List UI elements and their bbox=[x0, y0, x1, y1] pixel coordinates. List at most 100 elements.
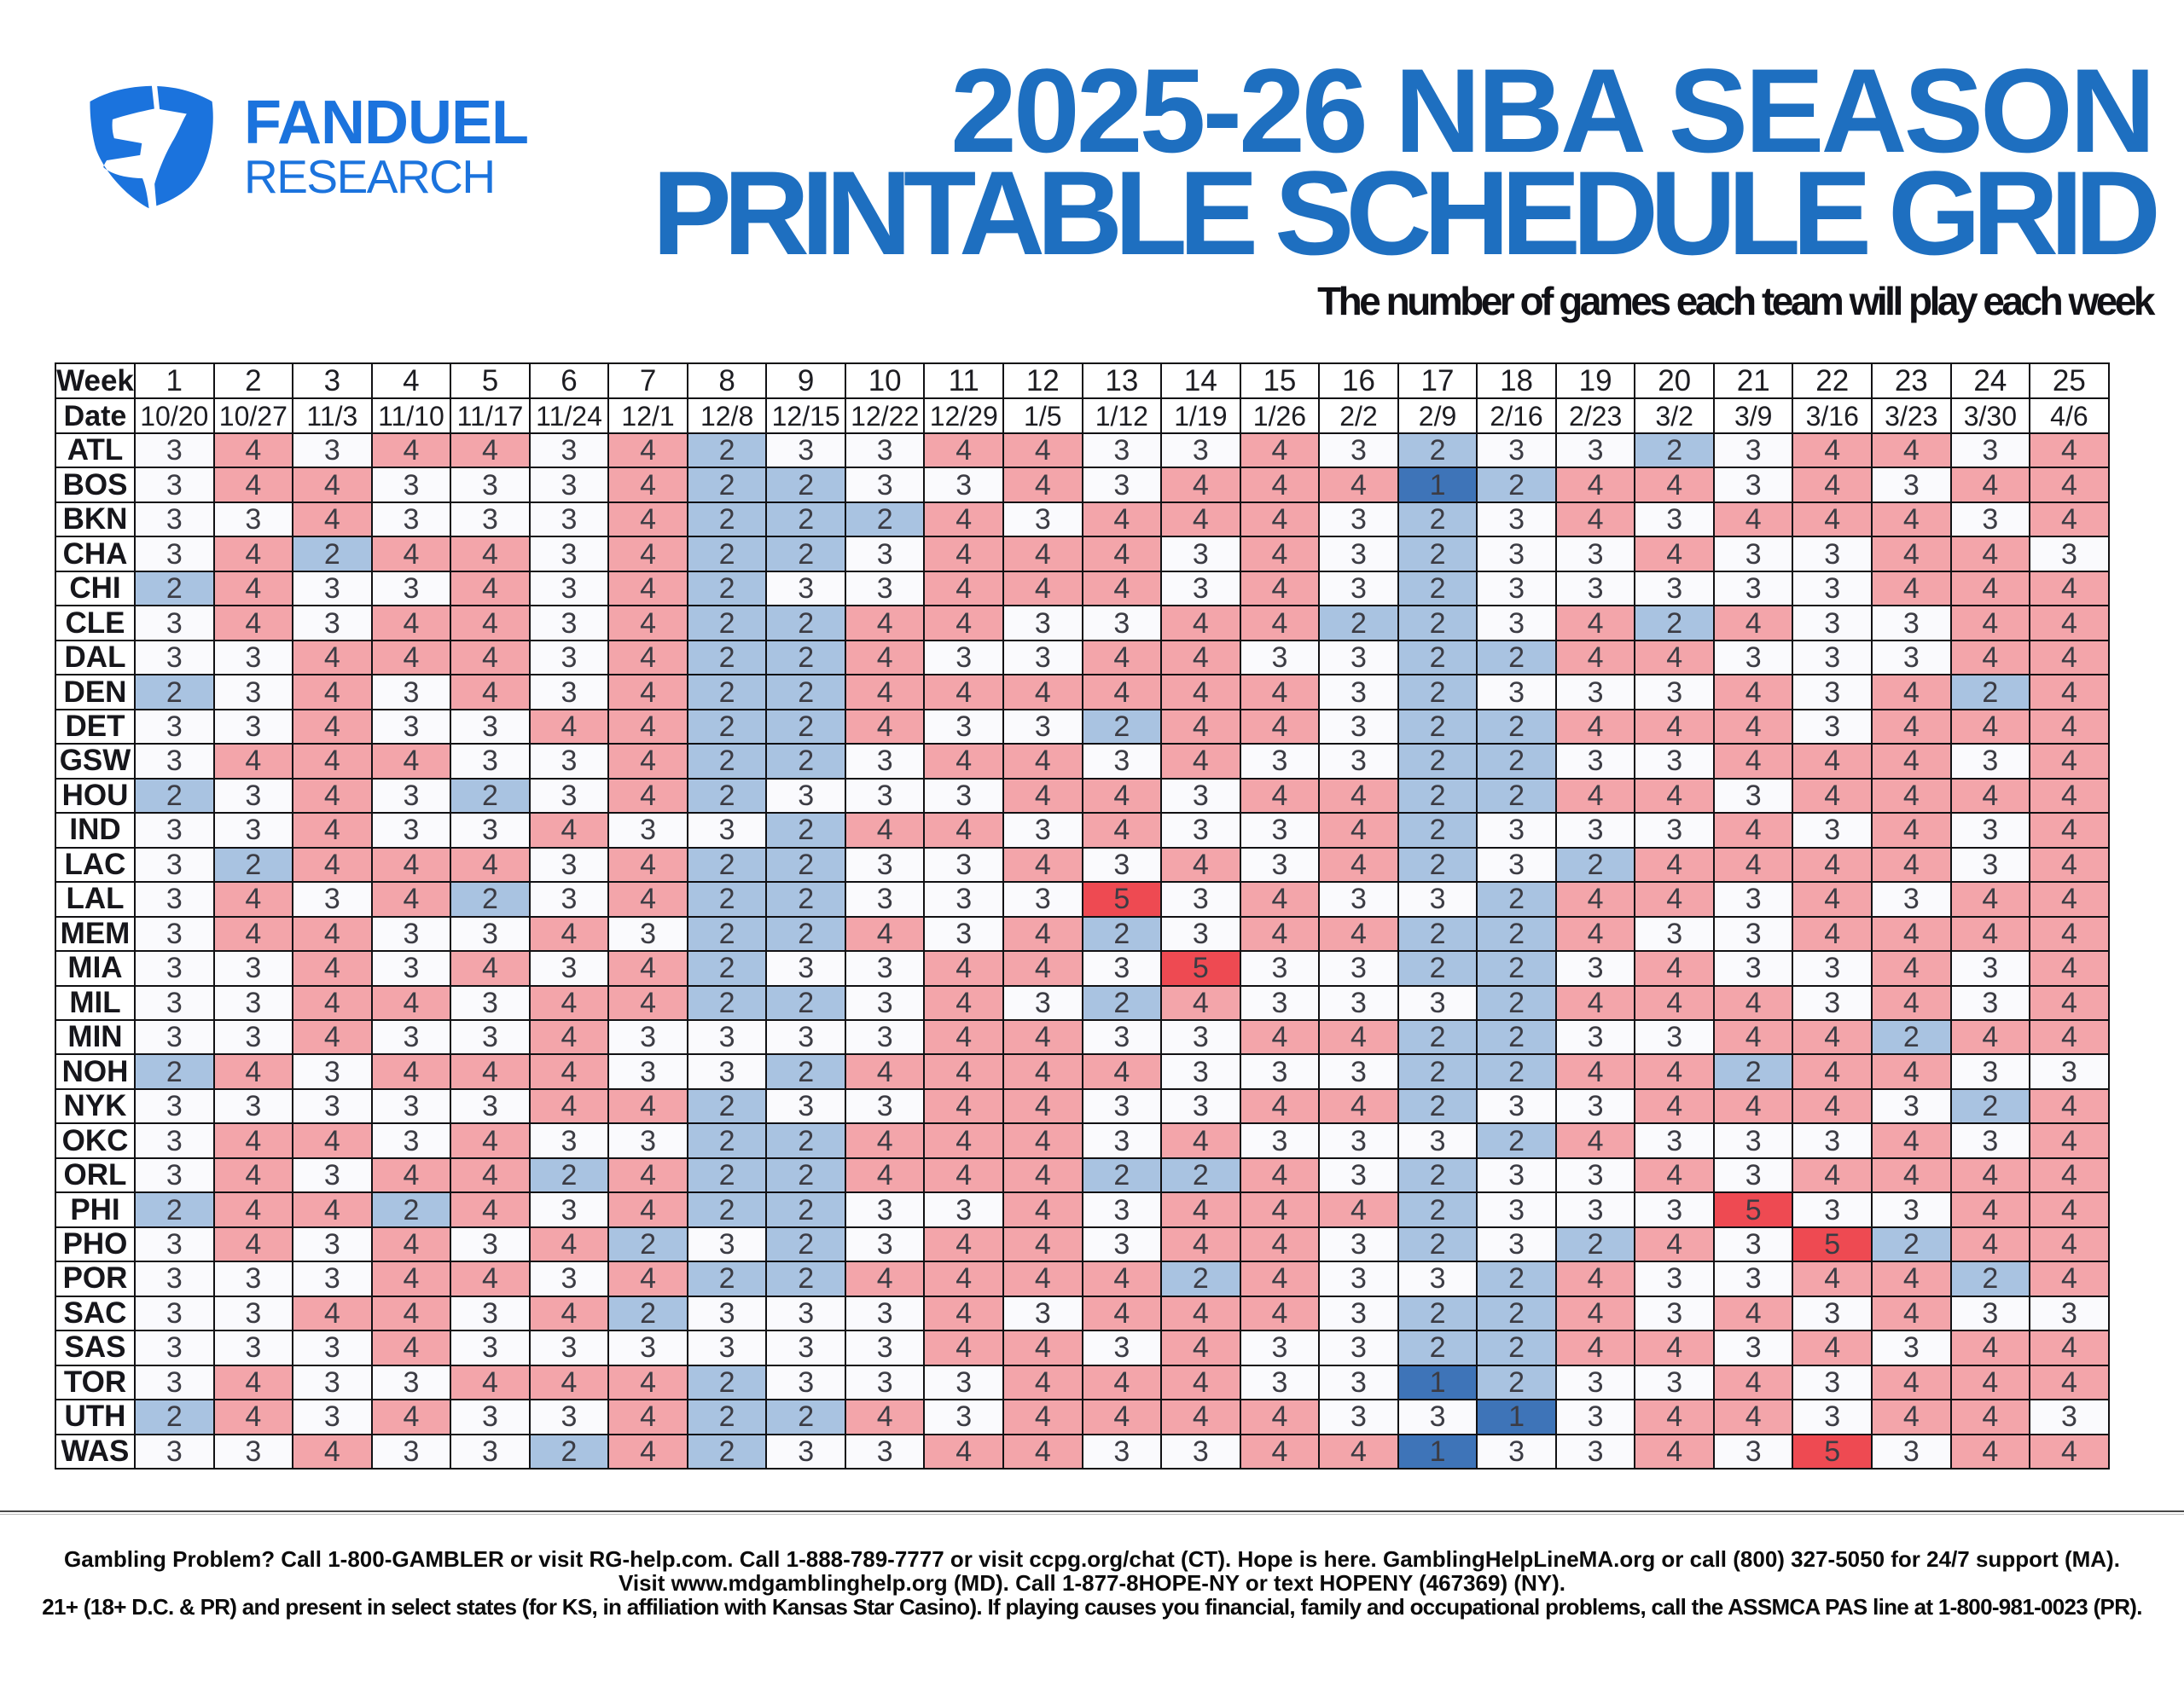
games-cell: 4 bbox=[370, 1053, 452, 1090]
games-cell: 4 bbox=[1239, 777, 1321, 815]
games-cell: 3 bbox=[1949, 950, 2031, 987]
games-cell: 3 bbox=[1634, 570, 1715, 607]
games-cell: 3 bbox=[765, 1364, 846, 1401]
games-cell: 4 bbox=[1712, 846, 1794, 884]
games-cell: 3 bbox=[1554, 743, 1636, 780]
games-cell: 3 bbox=[1634, 1261, 1715, 1297]
games-cell: 2 bbox=[686, 1122, 768, 1159]
games-cell: 2 bbox=[1397, 1295, 1478, 1332]
games-cell: 4 bbox=[2029, 432, 2110, 469]
games-cell: 3 bbox=[528, 501, 610, 538]
team-label-gsw: GSW bbox=[55, 743, 136, 780]
games-cell: 2 bbox=[1397, 501, 1478, 538]
games-cell: 2 bbox=[1397, 1330, 1478, 1366]
team-row-sas: SAS 3 3 3 4 3 3 3 3 3 3 4 4 3 4 3 3 2 2 4 4 3 4 3 4 4 bbox=[55, 1330, 2110, 1366]
games-cell: 3 bbox=[528, 1191, 610, 1228]
team-label-den: DEN bbox=[55, 674, 136, 710]
games-cell: 3 bbox=[2029, 1295, 2110, 1332]
games-cell: 3 bbox=[1554, 1087, 1636, 1125]
week-start-date: 2/16 bbox=[1476, 397, 1557, 434]
games-cell: 4 bbox=[1634, 1157, 1715, 1194]
games-cell: 3 bbox=[1160, 1433, 1241, 1470]
games-cell: 4 bbox=[370, 881, 452, 918]
games-cell: 3 bbox=[134, 846, 215, 884]
games-cell: 3 bbox=[923, 1399, 1005, 1435]
games-cell: 3 bbox=[450, 812, 531, 849]
games-cell: 4 bbox=[1002, 1191, 1083, 1228]
games-cell: 2 bbox=[765, 536, 846, 572]
games-cell: 4 bbox=[2029, 605, 2110, 641]
games-cell: 4 bbox=[370, 984, 452, 1021]
games-cell: 3 bbox=[212, 1330, 294, 1366]
games-cell: 3 bbox=[686, 1295, 768, 1332]
games-cell: 4 bbox=[1239, 881, 1321, 918]
week-start-date: 3/2 bbox=[1634, 397, 1715, 434]
games-cell: 4 bbox=[1949, 605, 2031, 641]
page-title: 2025-26 NBA SEASON PRINTABLE SCHEDULE GR… bbox=[652, 51, 2161, 273]
games-cell: 2 bbox=[1476, 1295, 1557, 1332]
games-cell: 4 bbox=[1554, 881, 1636, 918]
games-cell: 2 bbox=[686, 1087, 768, 1125]
games-cell: 2 bbox=[1397, 605, 1478, 641]
games-cell: 3 bbox=[1554, 1433, 1636, 1470]
games-cell: 4 bbox=[1160, 605, 1241, 641]
games-cell: 4 bbox=[844, 1157, 926, 1194]
games-cell: 3 bbox=[450, 1399, 531, 1435]
games-cell: 4 bbox=[923, 1226, 1005, 1263]
games-cell: 4 bbox=[1002, 1364, 1083, 1401]
games-cell: 2 bbox=[686, 467, 768, 503]
games-cell: 4 bbox=[1160, 501, 1241, 538]
games-cell: 3 bbox=[450, 467, 531, 503]
games-cell: 3 bbox=[1002, 1295, 1083, 1332]
games-cell: 4 bbox=[1002, 570, 1083, 607]
games-cell: 3 bbox=[528, 536, 610, 572]
week-number-header: 11 bbox=[923, 362, 1005, 399]
week-number-header: 6 bbox=[528, 362, 610, 399]
team-label-phi: PHI bbox=[55, 1191, 136, 1228]
week-start-date: 1/12 bbox=[1081, 397, 1163, 434]
games-cell: 4 bbox=[923, 984, 1005, 1021]
games-cell: 4 bbox=[1002, 1433, 1083, 1470]
games-cell: 3 bbox=[1081, 950, 1163, 987]
games-cell: 4 bbox=[1949, 1157, 2031, 1194]
games-cell: 4 bbox=[212, 570, 294, 607]
games-cell: 4 bbox=[1712, 1295, 1794, 1332]
games-cell: 4 bbox=[1949, 777, 2031, 815]
games-cell: 3 bbox=[1239, 743, 1321, 780]
games-cell: 4 bbox=[1318, 1018, 1399, 1056]
games-cell: 2 bbox=[1476, 777, 1557, 815]
games-cell: 3 bbox=[450, 1330, 531, 1366]
games-cell: 4 bbox=[292, 950, 373, 987]
games-cell: 4 bbox=[370, 432, 452, 469]
games-cell: 3 bbox=[134, 432, 215, 469]
games-cell: 3 bbox=[1239, 1122, 1321, 1159]
games-cell: 3 bbox=[844, 1330, 926, 1366]
week-number-header: 16 bbox=[1318, 362, 1399, 399]
games-cell: 4 bbox=[923, 1295, 1005, 1332]
games-cell: 4 bbox=[1554, 639, 1636, 676]
games-cell: 4 bbox=[844, 708, 926, 745]
week-number-header: 19 bbox=[1554, 362, 1636, 399]
games-cell: 3 bbox=[1397, 1261, 1478, 1297]
games-cell: 2 bbox=[765, 1261, 846, 1297]
games-cell: 4 bbox=[528, 915, 610, 953]
team-row-uth: UTH 2 4 3 4 3 3 4 2 2 4 3 4 4 4 4 3 3 1 3 4 4 3 4 4 3 bbox=[55, 1399, 2110, 1435]
games-cell: 3 bbox=[1081, 1433, 1163, 1470]
games-cell: 3 bbox=[134, 1433, 215, 1470]
games-cell: 3 bbox=[450, 501, 531, 538]
games-cell: 4 bbox=[2029, 467, 2110, 503]
games-cell: 3 bbox=[1476, 536, 1557, 572]
games-cell: 3 bbox=[528, 1330, 610, 1366]
games-cell: 4 bbox=[450, 1157, 531, 1194]
footer: Gambling Problem? Call 1-800-GAMBLER or … bbox=[0, 1547, 2184, 1619]
team-row-mil: MIL 3 3 4 4 3 4 4 2 2 3 4 3 2 4 3 3 3 2 4 4 4 3 4 3 4 bbox=[55, 984, 2110, 1021]
games-cell: 3 bbox=[292, 881, 373, 918]
team-label-lac: LAC bbox=[55, 846, 136, 884]
games-cell: 3 bbox=[844, 1433, 926, 1470]
games-cell: 2 bbox=[686, 570, 768, 607]
games-cell: 4 bbox=[1081, 674, 1163, 710]
week-start-date: 12/22 bbox=[844, 397, 926, 434]
games-cell: 3 bbox=[292, 1399, 373, 1435]
games-cell: 4 bbox=[1239, 1261, 1321, 1297]
games-cell: 3 bbox=[1792, 984, 1873, 1021]
